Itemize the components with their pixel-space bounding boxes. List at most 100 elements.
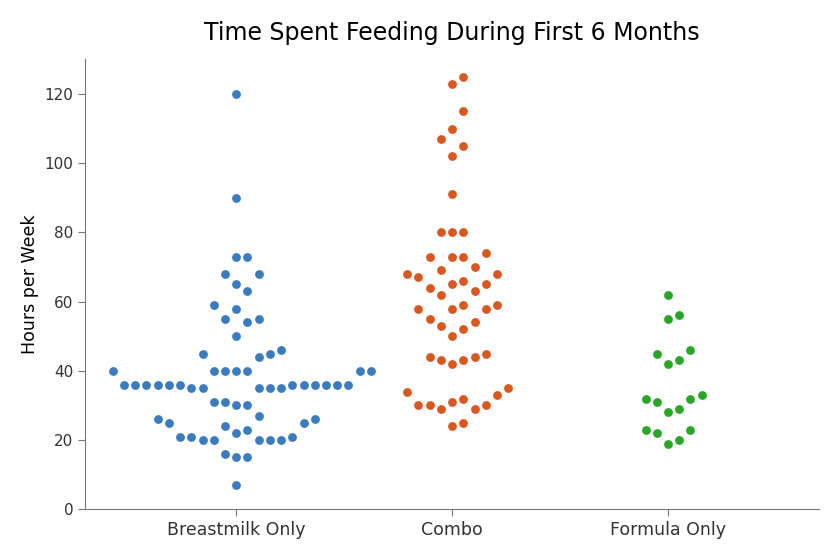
Point xyxy=(207,366,220,375)
Point xyxy=(173,432,186,441)
Point xyxy=(151,415,165,424)
Point xyxy=(423,252,437,261)
Point xyxy=(196,436,209,445)
Point xyxy=(445,332,459,340)
Point xyxy=(353,366,366,375)
Point xyxy=(457,356,470,365)
Point xyxy=(501,384,515,393)
Point xyxy=(479,249,492,258)
Point xyxy=(468,353,481,362)
Point xyxy=(286,380,299,389)
Point xyxy=(229,401,243,410)
Point xyxy=(218,366,232,375)
Point xyxy=(673,436,686,445)
Point xyxy=(445,280,459,289)
Point xyxy=(445,152,459,161)
Point xyxy=(151,380,165,389)
Point xyxy=(695,391,708,400)
Point xyxy=(196,384,209,393)
Point xyxy=(445,360,459,368)
Point xyxy=(457,325,470,334)
Point xyxy=(185,384,198,393)
Point xyxy=(412,273,425,282)
Point xyxy=(173,380,186,389)
Point xyxy=(342,380,355,389)
Point xyxy=(297,418,310,427)
Point xyxy=(434,321,448,330)
Y-axis label: Hours per Week: Hours per Week xyxy=(21,214,39,354)
Point xyxy=(684,346,697,354)
Point xyxy=(241,366,255,375)
Point xyxy=(241,453,255,462)
Point xyxy=(229,252,243,261)
Point xyxy=(275,436,288,445)
Point xyxy=(468,287,481,296)
Point xyxy=(229,193,243,202)
Point xyxy=(162,380,176,389)
Point xyxy=(229,304,243,313)
Point xyxy=(445,398,459,407)
Point xyxy=(218,315,232,324)
Point xyxy=(457,72,470,81)
Point xyxy=(118,380,131,389)
Point xyxy=(106,366,119,375)
Point xyxy=(319,380,333,389)
Point xyxy=(468,263,481,272)
Point xyxy=(468,404,481,413)
Point xyxy=(423,353,437,362)
Point xyxy=(423,283,437,292)
Point xyxy=(263,436,276,445)
Point xyxy=(445,228,459,237)
Point xyxy=(479,401,492,410)
Point xyxy=(661,315,675,324)
Point xyxy=(207,301,220,310)
Point xyxy=(445,304,459,313)
Point xyxy=(252,315,265,324)
Point xyxy=(491,301,504,310)
Point xyxy=(129,380,142,389)
Point xyxy=(229,280,243,289)
Point xyxy=(229,429,243,438)
Point xyxy=(218,422,232,431)
Point xyxy=(423,401,437,410)
Point xyxy=(650,398,664,407)
Point xyxy=(401,269,414,278)
Point xyxy=(139,380,153,389)
Point xyxy=(457,107,470,116)
Point xyxy=(229,453,243,462)
Point xyxy=(673,356,686,365)
Point xyxy=(241,318,255,327)
Point xyxy=(229,90,243,99)
Point xyxy=(445,124,459,133)
Point xyxy=(434,134,448,143)
Point xyxy=(330,380,344,389)
Point xyxy=(252,269,265,278)
Point xyxy=(650,429,664,438)
Point xyxy=(252,384,265,393)
Point xyxy=(639,425,653,434)
Point xyxy=(252,353,265,362)
Title: Time Spent Feeding During First 6 Months: Time Spent Feeding During First 6 Months xyxy=(204,21,700,45)
Point xyxy=(308,415,322,424)
Point xyxy=(457,301,470,310)
Point xyxy=(445,252,459,261)
Point xyxy=(241,401,255,410)
Point xyxy=(229,480,243,489)
Point xyxy=(661,408,675,417)
Point xyxy=(457,394,470,403)
Point xyxy=(457,252,470,261)
Point xyxy=(434,404,448,413)
Point xyxy=(207,436,220,445)
Point xyxy=(196,349,209,358)
Point xyxy=(491,269,504,278)
Point xyxy=(445,190,459,199)
Point xyxy=(207,398,220,407)
Point xyxy=(412,304,425,313)
Point xyxy=(684,394,697,403)
Point xyxy=(241,287,255,296)
Point xyxy=(457,141,470,150)
Point xyxy=(661,290,675,299)
Point xyxy=(673,404,686,413)
Point xyxy=(479,280,492,289)
Point xyxy=(241,425,255,434)
